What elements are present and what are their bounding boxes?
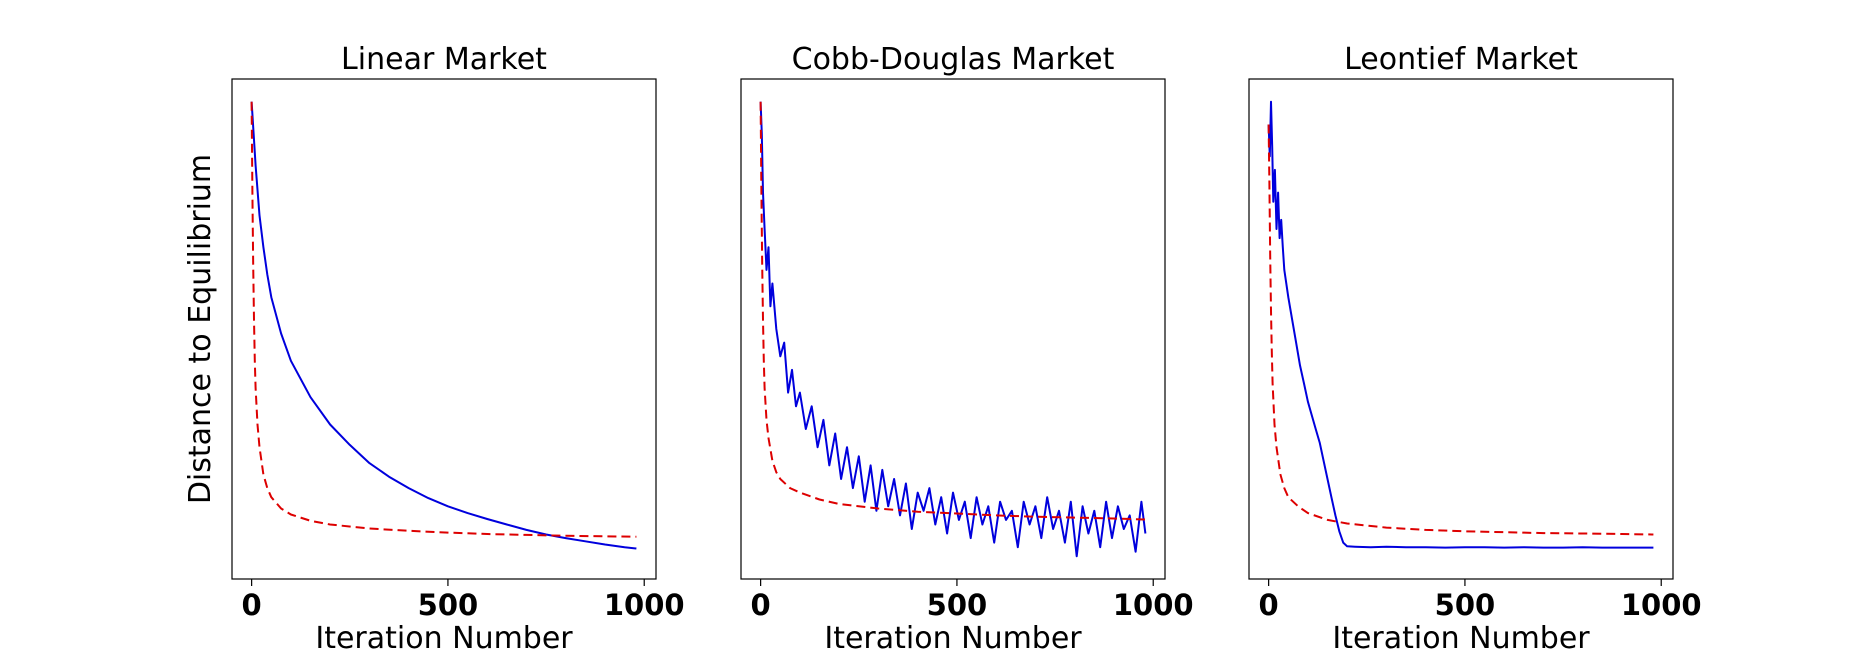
x-tick-label: 1000 — [604, 588, 685, 622]
series-line-solid — [759, 101, 1147, 558]
x-tick-label: 0 — [1259, 588, 1279, 622]
chart-title: Linear Market — [341, 42, 547, 77]
series-line-dashed — [759, 101, 1146, 521]
x-tick-label: 0 — [751, 588, 771, 622]
x-axis-label: Iteration Number — [824, 621, 1082, 650]
plot-frame — [740, 78, 1166, 580]
y-axis-label: Distance to Equilibrium — [183, 154, 218, 504]
series-line-dashed — [1267, 124, 1654, 536]
x-tick-label: 1000 — [1113, 588, 1194, 622]
plot-frame — [1248, 78, 1674, 580]
x-tick-label: 500 — [1435, 588, 1496, 622]
x-tick-label: 500 — [927, 588, 988, 622]
chart-panel-3: 0 500 1000 Leontief Market Iteration Number — [1248, 42, 1702, 650]
chart-title: Cobb-Douglas Market — [792, 42, 1115, 77]
x-tick-label: 500 — [418, 588, 479, 622]
chart-panel-1: 0 500 1000 Linear Market Iteration Number Dis… — [183, 42, 685, 650]
x-tick-label: 1000 — [1621, 588, 1702, 622]
plot-frame — [231, 78, 657, 580]
chart-panel-2: 0 500 1000 Cobb-Douglas Market Iteration Num… — [740, 42, 1194, 650]
x-axis-label: Iteration Number — [1332, 621, 1590, 650]
x-tick-label: 0 — [242, 588, 262, 622]
series-line-solid — [1267, 100, 1654, 549]
chart-title: Leontief Market — [1344, 42, 1578, 77]
series-line-solid — [250, 101, 637, 550]
x-axis-label: Iteration Number — [315, 621, 573, 650]
series-line-dashed — [250, 101, 637, 538]
